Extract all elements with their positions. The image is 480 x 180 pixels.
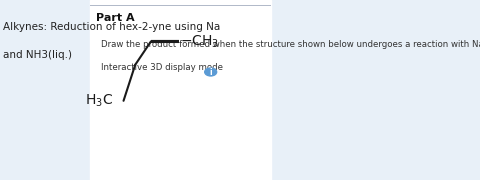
Text: Alkynes: Reduction of hex-2-yne using Na: Alkynes: Reduction of hex-2-yne using Na xyxy=(3,22,220,32)
Text: C: C xyxy=(0,179,1,180)
Text: H: H xyxy=(0,179,1,180)
Text: 3: 3 xyxy=(0,179,1,180)
Text: Part A: Part A xyxy=(96,13,134,23)
Text: $\mathrm{-CH_3}$: $\mathrm{-CH_3}$ xyxy=(180,33,219,50)
Bar xyxy=(91,0,272,180)
Text: Draw the product formed when the structure shown below undergoes a reaction with: Draw the product formed when the structu… xyxy=(101,40,480,49)
Text: i: i xyxy=(209,68,212,76)
Text: $\mathrm{H_3C}$: $\mathrm{H_3C}$ xyxy=(84,93,113,109)
Text: Interactive 3D display mode: Interactive 3D display mode xyxy=(101,63,223,72)
Text: and NH3(liq.): and NH3(liq.) xyxy=(3,50,72,60)
Circle shape xyxy=(204,68,216,76)
